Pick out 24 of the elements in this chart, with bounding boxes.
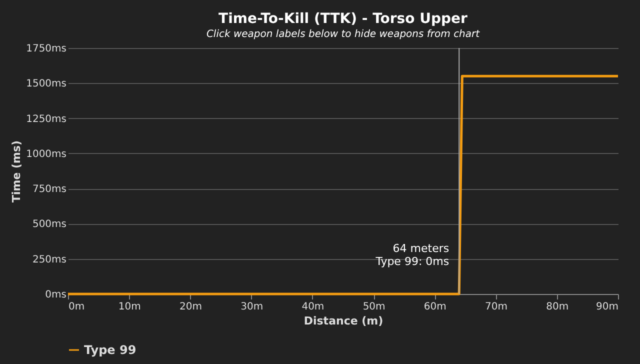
x-tick-label: 50m: [362, 302, 386, 312]
chart-subtitle: Click weapon labels below to hide weapons from chart: [206, 29, 481, 40]
y-tick-label: 1500ms: [26, 78, 66, 90]
y-tick-label: 1000ms: [26, 148, 66, 160]
y-tick-label: 250ms: [32, 254, 66, 266]
y-tick-label: 0ms: [45, 290, 66, 300]
y-tick-label: 1750ms: [26, 44, 66, 54]
x-tick-label: 0m: [68, 302, 85, 312]
x-tick-label: 20m: [179, 302, 202, 312]
y-tick-label: 500ms: [32, 219, 66, 230]
x-tick-label: 70m: [485, 302, 508, 312]
x-tick-label: 30m: [240, 302, 264, 312]
legend-label: Type 99: [84, 343, 136, 357]
x-axis-title: Distance (m): [304, 314, 384, 328]
chart-title: Time-To-Kill (TTK) - Torso Upper: [218, 11, 468, 27]
annotation: 64 meters Type 99: 0ms: [374, 242, 450, 268]
y-tick-label: 1250ms: [26, 114, 66, 125]
y-axis-title: Time (ms): [10, 140, 24, 203]
y-tick-label: 750ms: [32, 184, 66, 196]
x-tick-label: 90m: [596, 302, 618, 312]
x-tick-label: 60m: [424, 302, 446, 312]
x-tick-label: 10m: [118, 302, 141, 312]
x-tick-label: 80m: [546, 302, 569, 312]
x-tick-label: 40m: [302, 302, 324, 312]
